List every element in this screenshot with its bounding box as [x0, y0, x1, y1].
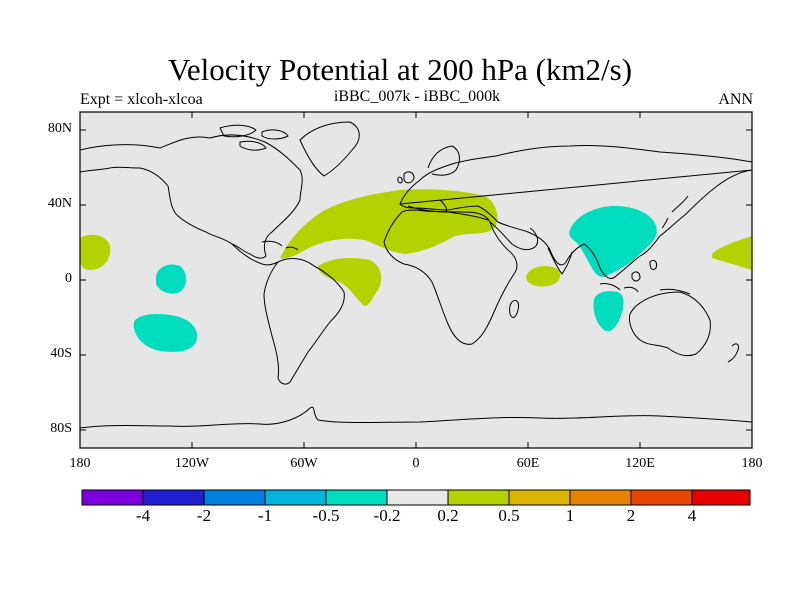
- coast-madagascar: [509, 299, 519, 318]
- coast-africa: [383, 209, 518, 345]
- labelbar-label: 4: [687, 506, 697, 525]
- labelbar-box: [81, 489, 144, 506]
- positive-area-tropical-atlantic: [318, 258, 382, 306]
- plot-title: Velocity Potential at 200 hPa (km2/s): [167, 52, 633, 87]
- labelbar-box: [447, 489, 510, 506]
- y-tick-label: 40N: [47, 196, 72, 211]
- labelbar-label: -0.5: [312, 506, 340, 525]
- coast-greenland: [299, 121, 360, 177]
- labelbar-box: [386, 489, 449, 506]
- coast-se-asia-islands: [599, 259, 691, 295]
- x-tick-label: 120W: [174, 456, 210, 471]
- x-tick-label: 60W: [290, 456, 318, 471]
- negative-area-central-pacific: [156, 264, 186, 294]
- case-difference-label: iBBC_007k - iBBC_000k: [333, 88, 501, 105]
- coast-scandinavia: [427, 145, 460, 176]
- y-tick-label: 40S: [50, 346, 72, 361]
- negative-area-east-asia: [569, 206, 657, 277]
- experiment-label: Expt = xlcoh-xlcoa: [80, 91, 203, 108]
- positive-area-east-pacific: [80, 234, 111, 270]
- coast-british-isles: [397, 171, 415, 184]
- labelbar-box: [691, 489, 751, 506]
- x-tick-label: 0: [412, 456, 420, 471]
- coast-new-zealand: [727, 343, 739, 363]
- labelbar: [81, 489, 751, 506]
- x-tick-label: 60E: [516, 456, 540, 471]
- labelbar-label: -0.2: [373, 506, 401, 525]
- labelbar-box: [142, 489, 205, 506]
- labelbar-label: -1: [257, 506, 273, 525]
- contour-fills: [80, 189, 752, 352]
- labelbar-label: -4: [135, 506, 151, 525]
- y-tick-label: 0: [65, 271, 72, 286]
- x-tick-label: 180: [741, 456, 763, 471]
- map-background: [80, 112, 752, 448]
- y-tick-label: 80S: [50, 421, 72, 436]
- coastlines: [80, 121, 752, 429]
- negative-area-south-pacific: [133, 314, 198, 352]
- labelbar-label: 0.2: [437, 506, 459, 525]
- coast-south-america: [263, 258, 345, 385]
- coast-eurasia: [399, 144, 752, 279]
- coast-arctic-islands: [219, 124, 289, 151]
- labelbar-label: 1: [565, 506, 575, 525]
- coast-antarctica: [80, 406, 752, 429]
- y-tick-label: 80N: [47, 121, 72, 136]
- labelbar-box: [264, 489, 327, 506]
- labelbar-box: [508, 489, 571, 506]
- coast-india: [547, 247, 573, 275]
- positive-area-arabian-sea: [526, 266, 561, 287]
- labelbar-box: [630, 489, 693, 506]
- labelbar-label: 2: [626, 506, 636, 525]
- labelbar-box: [569, 489, 632, 506]
- labelbar-label: 0.5: [498, 506, 520, 525]
- coast-central-america: [231, 243, 279, 266]
- coast-caribbean: [261, 240, 299, 251]
- coast-north-america: [80, 134, 303, 259]
- tick-marks: [80, 112, 752, 448]
- positive-area-west-pacific: [712, 236, 752, 270]
- coast-australia: [629, 291, 711, 357]
- negative-area-indian-ocean: [593, 291, 624, 332]
- labelbar-label: -2: [196, 506, 212, 525]
- labelbar-box: [203, 489, 266, 506]
- labelbar-box: [325, 489, 388, 506]
- coast-japan: [661, 195, 689, 229]
- x-tick-label: 120E: [625, 456, 655, 471]
- x-tick-label: 180: [69, 456, 91, 471]
- coast-arabia: [489, 221, 539, 251]
- positive-area-north-atlantic-africa: [280, 189, 498, 259]
- season-label: ANN: [718, 91, 753, 108]
